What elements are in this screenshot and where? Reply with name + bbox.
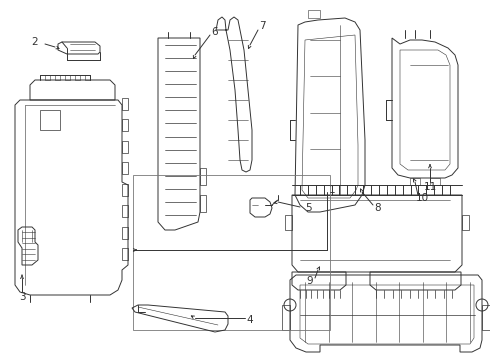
Text: 1: 1	[329, 185, 335, 195]
Text: 10: 10	[416, 193, 429, 203]
Text: 8: 8	[375, 203, 381, 213]
Text: 2: 2	[32, 37, 38, 47]
Text: 4: 4	[246, 315, 253, 325]
Text: 11: 11	[423, 182, 437, 192]
Text: 5: 5	[305, 203, 311, 213]
Text: 9: 9	[307, 276, 313, 286]
Text: 6: 6	[212, 27, 219, 37]
Text: 3: 3	[19, 292, 25, 302]
Text: 7: 7	[259, 21, 265, 31]
